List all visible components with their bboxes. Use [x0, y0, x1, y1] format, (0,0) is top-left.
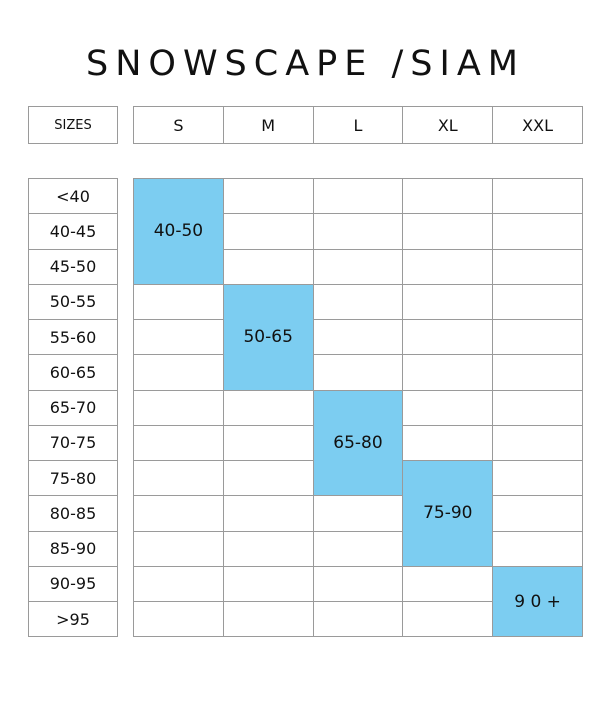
grid-cell	[133, 565, 224, 602]
row-label: <40	[28, 178, 118, 215]
grid-cell	[222, 389, 314, 426]
grid-cell	[402, 601, 494, 638]
grid-cell	[402, 389, 494, 426]
row-label: 75-80	[28, 460, 118, 497]
grid-cell	[402, 213, 494, 250]
column-header-m: M	[222, 106, 314, 144]
grid-cell	[492, 213, 583, 250]
grid-cell	[492, 495, 583, 532]
sizes-header-label: SIZES	[28, 106, 118, 144]
row-label: 90-95	[28, 565, 118, 602]
row-label: >95	[28, 601, 118, 638]
grid-cell	[312, 178, 404, 215]
grid-cell	[402, 319, 494, 356]
grid-cell	[133, 319, 224, 356]
grid-cell	[133, 460, 224, 497]
grid-cell	[402, 424, 494, 461]
grid-cell	[312, 213, 404, 250]
grid-cell	[492, 354, 583, 391]
column-header-s: S	[133, 106, 224, 144]
range-block-l: 65-80	[312, 389, 404, 497]
grid-cell	[222, 495, 314, 532]
column-header-l: L	[312, 106, 404, 144]
row-label: 60-65	[28, 354, 118, 391]
grid-cell	[133, 530, 224, 567]
grid-cell	[402, 248, 494, 285]
grid-cell	[312, 354, 404, 391]
grid-cell	[402, 565, 494, 602]
grid-cell	[492, 530, 583, 567]
grid-cell	[222, 530, 314, 567]
grid-cell	[402, 178, 494, 215]
grid-cell	[222, 565, 314, 602]
row-label: 50-55	[28, 283, 118, 320]
row-label: 70-75	[28, 424, 118, 461]
grid-cell	[133, 495, 224, 532]
grid-cell	[133, 283, 224, 320]
range-block-xl: 75-90	[402, 460, 494, 567]
grid-cell	[312, 319, 404, 356]
grid-cell	[312, 530, 404, 567]
grid-cell	[222, 601, 314, 638]
row-label: 85-90	[28, 530, 118, 567]
row-label: 80-85	[28, 495, 118, 532]
grid-cell	[133, 389, 224, 426]
row-label: 45-50	[28, 248, 118, 285]
grid-cell	[492, 178, 583, 215]
grid-cell	[222, 248, 314, 285]
row-label: 55-60	[28, 319, 118, 356]
grid-cell	[492, 319, 583, 356]
row-label: 65-70	[28, 389, 118, 426]
grid-cell	[492, 424, 583, 461]
column-header-xl: XL	[402, 106, 494, 144]
grid-cell	[312, 495, 404, 532]
grid-cell	[222, 460, 314, 497]
grid-cell	[402, 354, 494, 391]
range-block-s: 40-50	[133, 178, 224, 285]
grid-cell	[133, 354, 224, 391]
grid-cell	[312, 248, 404, 285]
grid-cell	[492, 248, 583, 285]
grid-cell	[222, 178, 314, 215]
grid-cell	[492, 389, 583, 426]
page-title: SNOWSCAPE /SIAM	[86, 44, 525, 84]
grid-cell	[312, 283, 404, 320]
grid-cell	[492, 283, 583, 320]
grid-cell	[312, 565, 404, 602]
grid-cell	[133, 424, 224, 461]
grid-cell	[222, 213, 314, 250]
grid-cell	[222, 424, 314, 461]
range-block-xxl: 9 0 +	[492, 565, 583, 638]
row-label: 40-45	[28, 213, 118, 250]
grid-cell	[312, 601, 404, 638]
column-header-xxl: XXL	[492, 106, 583, 144]
grid-cell	[133, 601, 224, 638]
grid-cell	[402, 283, 494, 320]
range-block-m: 50-65	[222, 283, 314, 391]
grid-cell	[492, 460, 583, 497]
